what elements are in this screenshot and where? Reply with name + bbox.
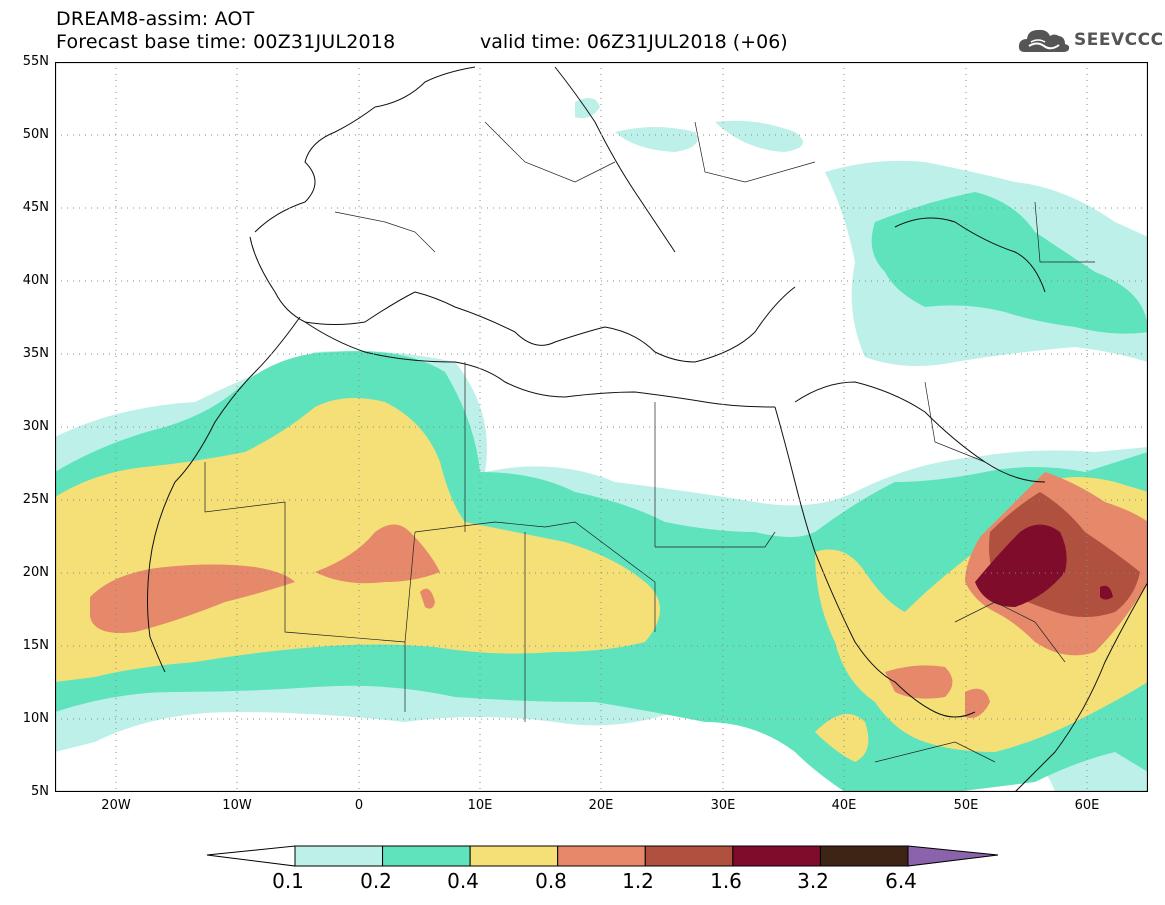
- colorbar-boxes: [294, 845, 909, 867]
- aot-contour-1.6: [975, 524, 1113, 607]
- lon-label: 30E: [710, 798, 736, 813]
- lat-label: 25N: [22, 492, 49, 507]
- lat-label: 40N: [22, 273, 49, 288]
- forecast-base-time: Forecast base time: 00Z31JUL2018: [56, 31, 396, 53]
- lat-label: 55N: [22, 54, 49, 69]
- lat-label: 20N: [22, 565, 49, 580]
- map-frame: [55, 62, 1148, 792]
- lon-label: 60E: [1074, 798, 1100, 813]
- logo-text: SEEVCCC: [1074, 30, 1164, 50]
- colorbar-low-arrow: [206, 845, 296, 867]
- colorbar-level-label: 0.1: [272, 869, 304, 893]
- colorbar-box: [819, 845, 909, 867]
- lon-label: 10E: [467, 798, 493, 813]
- colorbar-level-label: 0.8: [535, 869, 567, 893]
- aot-map: [55, 62, 1148, 792]
- lat-label: 5N: [31, 784, 49, 799]
- colorbar-level-label: 1.2: [622, 869, 654, 893]
- cloud-logo-icon: [1018, 29, 1070, 52]
- lon-label: 20W: [101, 798, 131, 813]
- colorbar-level-label: 3.2: [797, 869, 829, 893]
- colorbar-box: [644, 845, 734, 867]
- lat-label: 45N: [22, 200, 49, 215]
- lat-label: 30N: [22, 419, 49, 434]
- country-borders: [204, 121, 1095, 763]
- lat-label: 10N: [22, 711, 49, 726]
- colorbar-level-label: 1.6: [710, 869, 742, 893]
- colorbar-box: [294, 845, 384, 867]
- colorbar-box: [469, 845, 559, 867]
- map-title: DREAM8-assim: AOT: [56, 8, 255, 30]
- lon-label: 0: [354, 798, 364, 813]
- colorbar-box: [557, 845, 646, 867]
- lon-label: 50E: [953, 798, 979, 813]
- map-grid: [55, 62, 1148, 792]
- colorbar-level-label: 0.4: [447, 869, 479, 893]
- lon-label: 40E: [831, 798, 857, 813]
- colorbar-level-label: 6.4: [885, 869, 917, 893]
- aot-colorbar: [206, 845, 999, 867]
- valid-time: valid time: 06Z31JUL2018 (+06): [480, 31, 788, 53]
- lon-label: 20E: [588, 798, 614, 813]
- lon-label: 10W: [222, 798, 252, 813]
- colorbar-high-arrow: [907, 845, 999, 867]
- lat-label: 15N: [22, 638, 49, 653]
- coastlines: [147, 66, 1148, 792]
- colorbar-level-label: 0.2: [360, 869, 392, 893]
- seevccc-logo: SEEVCCC: [1017, 24, 1163, 58]
- lat-label: 50N: [22, 127, 49, 142]
- colorbar-box: [732, 845, 821, 867]
- lat-label: 35N: [22, 346, 49, 361]
- colorbar-box: [382, 845, 471, 867]
